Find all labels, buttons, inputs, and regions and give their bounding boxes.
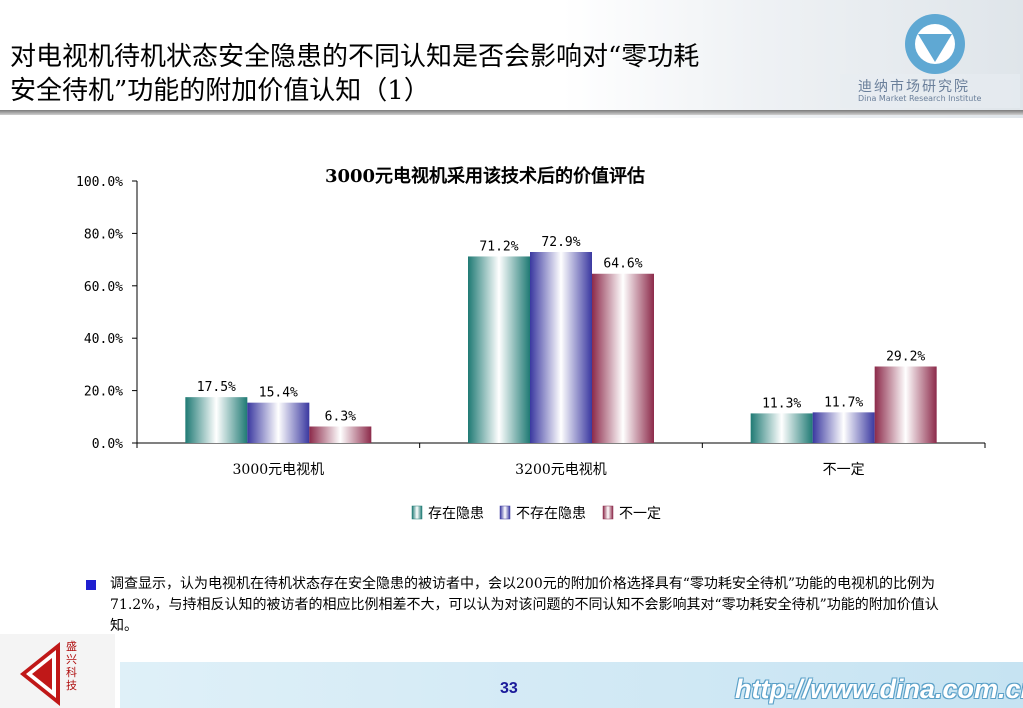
logo-chinese-name: 迪纳市场研究院 [858,79,970,95]
slide-title: 对电视机待机状态安全隐患的不同认知是否会影响对“零功耗 安全待机”功能的附加价值… [10,42,700,106]
bar-2-2 [530,252,592,443]
data-label: 72.9% [541,235,580,250]
title-rule [0,110,1023,115]
y-tick-label: 20.0% [84,385,123,400]
y-tick-label: 100.0% [76,175,123,190]
y-tick-label: 0.0% [92,437,123,452]
legend-label: 不存在隐患 [516,506,586,522]
legend-label: 不一定 [619,506,661,522]
bar-3-3 [874,366,937,443]
y-tick-label: 60.0% [84,280,123,295]
data-label: 6.3% [325,409,356,424]
bar-2-1 [247,402,310,443]
category-label: 3000元电视机 [233,462,325,478]
footer-band [120,662,1023,708]
legend-swatch [602,505,614,520]
data-label: 17.5% [197,380,236,395]
legend-label: 存在隐患 [428,506,484,522]
corner-logo-text: 盛兴科技 [66,640,77,692]
bullet-marker [86,580,96,590]
data-label: 71.2% [479,239,518,254]
y-tick-label: 80.0% [84,227,123,242]
y-tick-label: 40.0% [84,332,123,347]
bar-1-3 [750,413,813,443]
data-label: 29.2% [886,349,925,364]
data-label: 64.6% [603,257,642,272]
legend-swatch [499,505,511,520]
page-number: 33 [500,680,518,697]
chart-title: 3000元电视机采用该技术后的价值评估 [325,165,645,187]
bar-3-1 [309,426,372,443]
bar-chart: 3000元电视机采用该技术后的价值评估 0.0% 20.0% 40.0% 60.0% 8… [76,165,986,522]
data-label: 15.4% [259,386,298,401]
data-label: 11.7% [824,395,863,410]
bar-1-2 [468,256,530,443]
bar-1-1 [185,397,248,443]
dina-logo-icon [840,14,1020,108]
category-label: 不一定 [823,462,865,478]
corner-logo-icon [0,634,115,708]
data-label: 11.3% [762,396,801,411]
summary-text: 调查显示，认为电视机在待机状态存在安全隐患的被访者中，会以200元的附加价格选择… [110,576,939,634]
category-label: 3200元电视机 [515,462,607,478]
logo-english-name: Dina Market Research Institute [858,94,982,103]
bar-3-2 [592,273,654,443]
footer-url-link[interactable]: http://www.dina.com.cn [735,674,1023,704]
bar-2-3 [812,412,875,443]
legend-swatch [411,505,423,520]
